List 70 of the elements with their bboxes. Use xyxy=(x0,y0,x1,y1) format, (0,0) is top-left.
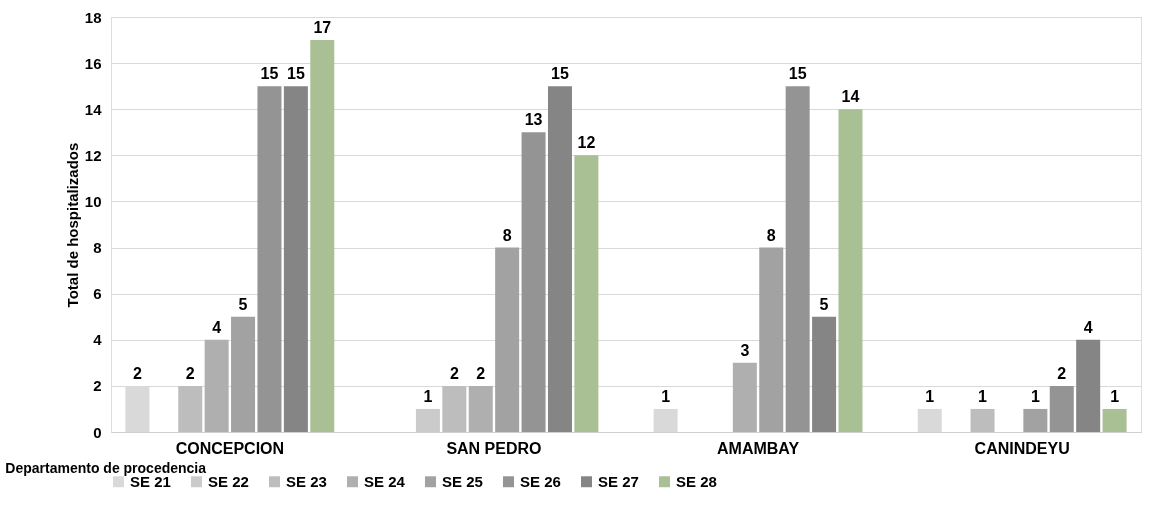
y-tick-label: 0 xyxy=(93,423,102,441)
bar xyxy=(838,109,863,432)
bar xyxy=(759,247,784,432)
bar xyxy=(283,86,308,432)
bar xyxy=(178,385,203,432)
data-label: 12 xyxy=(577,134,596,152)
data-label: 1 xyxy=(925,387,935,405)
legend-label: SE 24 xyxy=(364,472,406,490)
data-label: 15 xyxy=(551,65,569,83)
bar xyxy=(1076,339,1101,432)
y-axis-title: Total de hospitalizados xyxy=(63,142,81,308)
data-label: 2 xyxy=(185,364,195,382)
bar xyxy=(785,86,810,432)
data-label: 2 xyxy=(1057,364,1067,382)
y-tick-label: 4 xyxy=(93,331,103,349)
legend-label: SE 27 xyxy=(598,472,639,490)
x-tick-label: SAN PEDRO xyxy=(446,439,542,457)
data-label: 1 xyxy=(1110,387,1120,405)
bar xyxy=(1102,408,1127,432)
bar xyxy=(204,339,229,432)
y-tick-label: 2 xyxy=(93,377,102,395)
bar xyxy=(970,408,995,432)
data-label: 14 xyxy=(841,88,860,106)
data-label: 2 xyxy=(132,364,142,382)
y-tick-label: 12 xyxy=(84,146,102,164)
data-label: 4 xyxy=(1083,318,1093,336)
data-label: 15 xyxy=(260,65,279,83)
bar xyxy=(1023,408,1048,432)
legend-label: SE 26 xyxy=(520,472,561,490)
data-label: 1 xyxy=(1030,387,1040,405)
bar xyxy=(812,316,837,432)
data-label: 15 xyxy=(286,65,305,83)
bar xyxy=(231,316,256,432)
y-tick-label: 16 xyxy=(84,54,102,72)
data-label: 4 xyxy=(212,318,222,336)
y-tick-label: 18 xyxy=(84,8,102,26)
y-tick-label: 8 xyxy=(93,239,102,257)
bar xyxy=(495,247,520,432)
data-label: 2 xyxy=(476,364,486,382)
data-label: 8 xyxy=(766,226,776,244)
data-label: 8 xyxy=(502,226,512,244)
bar xyxy=(547,86,572,432)
data-label: 1 xyxy=(661,387,671,405)
data-label: 5 xyxy=(819,295,829,313)
bar xyxy=(574,155,599,432)
data-label: 2 xyxy=(449,364,459,382)
x-tick-label: CANINDEYU xyxy=(974,439,1070,457)
data-label: 5 xyxy=(238,295,248,313)
legend-label: SE 25 xyxy=(442,472,483,490)
bar xyxy=(521,132,546,432)
bar xyxy=(732,362,757,432)
data-label: 15 xyxy=(788,65,807,83)
legend-label: SE 23 xyxy=(286,472,327,490)
data-label: 13 xyxy=(524,111,543,129)
bar xyxy=(310,40,335,432)
data-label: 1 xyxy=(978,387,988,405)
y-tick-label: 10 xyxy=(84,192,102,210)
data-label: 17 xyxy=(313,19,332,37)
bar xyxy=(468,385,493,432)
x-tick-label: AMAMBAY xyxy=(717,439,800,457)
legend-label: SE 22 xyxy=(208,472,249,490)
y-tick-label: 6 xyxy=(93,285,102,303)
y-tick-label: 14 xyxy=(84,100,103,118)
data-label: 3 xyxy=(740,341,750,359)
legend-label: SE 28 xyxy=(676,472,717,490)
bar xyxy=(1049,385,1074,432)
bar xyxy=(442,385,467,432)
data-label: 1 xyxy=(423,387,433,405)
bar xyxy=(257,86,282,432)
x-tick-label: CONCEPCION xyxy=(175,439,285,457)
